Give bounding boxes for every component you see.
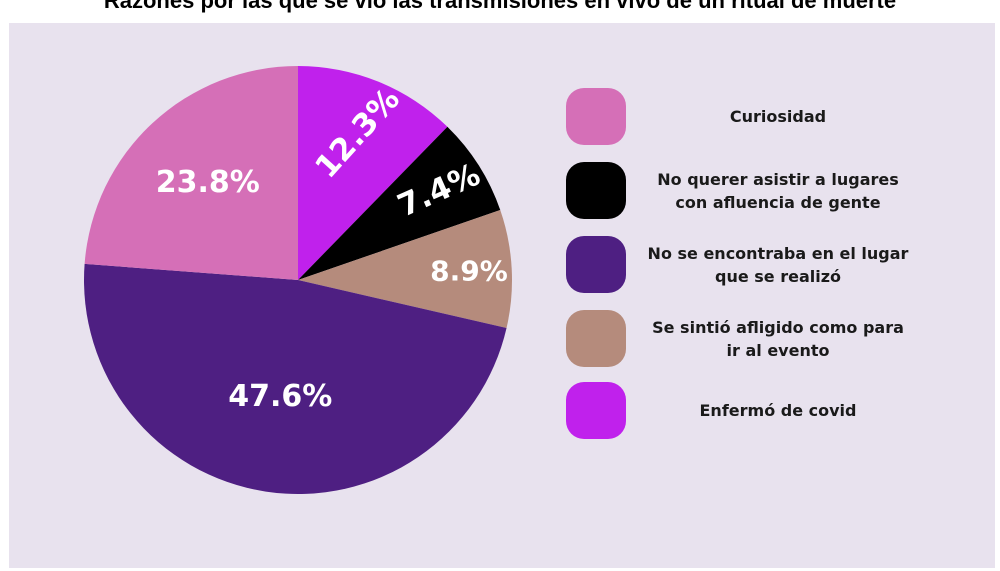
pie-slices	[84, 66, 512, 494]
legend-swatch	[566, 236, 626, 293]
legend-swatch	[566, 382, 626, 439]
legend-swatch	[566, 310, 626, 367]
legend-item-no-querer-asistir: No querer asistir a lugares con afluencia…	[566, 162, 986, 222]
legend-label: Curiosidad	[729, 107, 827, 126]
legend-swatch	[566, 88, 626, 145]
legend-label: No querer asistir a lugares con afluencia…	[657, 169, 899, 212]
pie-slice	[298, 66, 448, 280]
slice-value-label: 8.9%	[430, 254, 508, 287]
pie-slice	[84, 66, 298, 280]
pie-slice	[84, 263, 507, 494]
legend-label: Enfermó de covid	[699, 401, 857, 420]
legend-item-no-se-encontraba: No se encontraba en el lugar que se reali…	[566, 236, 986, 296]
legend-item-enfermo-de-covid: Enfermó de covid	[566, 382, 986, 442]
legend-item-curiosidad: Curiosidad	[566, 88, 986, 148]
legend-swatch	[566, 162, 626, 219]
slice-value-label: 23.8%	[156, 165, 260, 200]
legend-item-se-sintio-afligido: Se sintió afligido como para ir al evento	[566, 310, 986, 370]
legend-label: No se encontraba en el lugar que se reali…	[647, 243, 909, 286]
pie-slice	[298, 126, 501, 281]
pie-slice	[298, 210, 512, 328]
slice-value-label: 47.6%	[228, 379, 332, 414]
legend-label: Se sintió afligido como para ir al evento	[652, 317, 904, 360]
chart-title: Razones por las que se vio las transmisi…	[103, 0, 897, 13]
